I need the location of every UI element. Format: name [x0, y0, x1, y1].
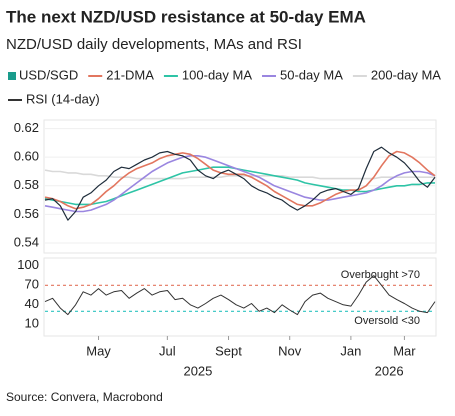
source: Source: Convera, Macrobond	[6, 390, 163, 404]
annotation: Overbought >70	[341, 269, 420, 281]
legend-marker	[8, 72, 16, 80]
chart-subtitle: NZD/USD daily developments, MAs and RSI	[6, 36, 302, 53]
chart-title: The next NZD/USD resistance at 50-day EM…	[6, 7, 366, 26]
legend-label: 200-day MA	[371, 67, 441, 82]
x-tick-label: Jul	[159, 343, 176, 358]
plot-frame	[43, 119, 437, 254]
series-line	[44, 275, 436, 316]
x-tick-label: Sept	[215, 343, 242, 358]
legend-label: USD/SGD	[19, 67, 78, 82]
series-line	[44, 146, 436, 221]
series-line	[44, 150, 436, 210]
y-tick-label: 70	[25, 277, 39, 292]
y-tick-label: 0.62	[14, 120, 39, 135]
plot-frame	[43, 257, 437, 337]
legend-label: 50-day MA	[280, 67, 343, 82]
x-tick-label: Mar	[393, 343, 416, 358]
y-tick-label: 0.56	[14, 206, 39, 221]
legend-label: 100-day MA	[182, 67, 252, 82]
x-tick-label: Jan	[340, 343, 361, 358]
y-tick-label: 40	[25, 296, 39, 311]
y-tick-label: 0.54	[14, 234, 39, 249]
x-tick-label: May	[86, 343, 111, 358]
annotation: Oversold <30	[354, 315, 420, 327]
x-tick-label: Nov	[278, 343, 302, 358]
y-tick-label: 0.58	[14, 177, 39, 192]
series-line	[44, 155, 436, 213]
x-group-label: 2026	[375, 363, 404, 378]
legend-label: RSI (14-day)	[26, 91, 100, 106]
legend-label: 21-DMA	[106, 67, 154, 82]
x-group-label: 2025	[183, 363, 212, 378]
y-tick-label: 10	[25, 316, 39, 331]
y-tick-label: 0.60	[14, 149, 39, 164]
y-tick-label: 100	[17, 257, 39, 272]
